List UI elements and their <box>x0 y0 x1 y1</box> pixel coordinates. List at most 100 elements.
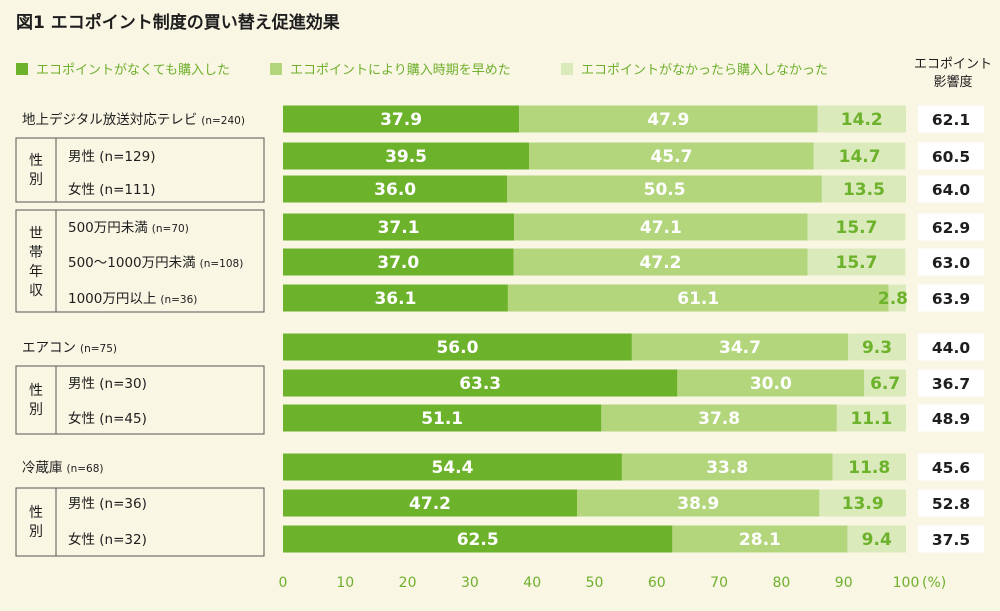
row-label: 地上デジタル放送対応テレビ (n=240) <box>22 111 245 128</box>
impact-cell <box>918 333 984 361</box>
bar-segment <box>513 248 808 276</box>
row-label-n: (n=68) <box>67 463 104 475</box>
impact-value: 36.7 <box>932 375 970 393</box>
row-label-text: エアコン <box>22 340 76 356</box>
bar-value-label: 61.1 <box>677 289 719 309</box>
x-axis-unit: (%) <box>922 575 946 591</box>
bar-segment <box>283 142 530 170</box>
x-tick-label: 30 <box>461 575 479 591</box>
x-tick-label: 60 <box>648 575 666 591</box>
x-tick-label: 100 <box>893 575 920 591</box>
bar-segment <box>864 369 906 397</box>
row-label-text: 1000万円以上 <box>68 291 156 307</box>
impact-value: 63.0 <box>932 254 970 272</box>
bar-segment <box>529 142 814 170</box>
row-label-text: 地上デジタル放送対応テレビ <box>22 111 197 128</box>
bar-value-label: 37.8 <box>698 409 740 429</box>
bar-segment <box>283 248 514 276</box>
row-label: 冷蔵庫 (n=68) <box>22 460 104 476</box>
bar-segment <box>283 213 515 241</box>
bar-value-label: 9.4 <box>862 530 892 550</box>
row-label-n: (n=75) <box>80 343 117 355</box>
impact-value: 48.9 <box>932 410 970 428</box>
bar-segment <box>601 404 837 432</box>
impact-value: 63.9 <box>932 290 970 308</box>
impact-value: 62.9 <box>932 219 970 237</box>
impact-cell <box>918 453 984 481</box>
bar-value-label: 13.5 <box>843 180 885 200</box>
legend-label-0: エコポイントがなくても購入した <box>36 63 230 78</box>
group-box-sex-2 <box>15 365 265 435</box>
impact-cell <box>918 369 984 397</box>
bar-value-label: 39.5 <box>385 147 427 167</box>
x-axis: 0 10 20 30 40 50 60 70 80 90 100 (%) <box>279 575 947 591</box>
bar-value-label: 14.7 <box>839 147 881 167</box>
row-label: 女性 (n=45) <box>68 410 147 427</box>
row-label-n: (n=36) <box>160 294 197 306</box>
x-tick-label: 70 <box>710 575 728 591</box>
x-tick-label: 90 <box>835 575 853 591</box>
bar-segment <box>514 213 808 241</box>
bar-value-label: 37.1 <box>378 218 420 238</box>
group-label-char: 帯 <box>29 245 43 261</box>
bar-value-label: 56.0 <box>436 338 478 358</box>
impact-value: 64.0 <box>932 181 970 199</box>
impact-value: 62.1 <box>932 111 970 129</box>
group-label-char: 別 <box>29 172 43 188</box>
row-label: 女性 (n=32) <box>68 531 147 548</box>
x-tick-label: 40 <box>523 575 541 591</box>
bar-segment <box>677 369 865 397</box>
chart-title: 図1 エコポイント制度の買い替え促進効果 <box>16 12 340 33</box>
bar-value-label: 11.8 <box>848 458 890 478</box>
row-label-text: 500万円未満 <box>68 220 148 236</box>
bar-segment <box>283 284 508 312</box>
bar-value-label: 2.8 <box>878 289 908 309</box>
impact-value: 45.6 <box>932 459 970 477</box>
row-label-text: 冷蔵庫 <box>22 460 63 476</box>
group-label-char: 性 <box>29 505 43 521</box>
bar-labels: 37.9 47.9 14.2 39.5 45.7 14.7 36.0 50.5 13.5 37.1… <box>374 110 908 550</box>
bar-value-label: 54.4 <box>431 458 473 478</box>
bar-value-label: 63.3 <box>459 374 501 394</box>
bar-value-label: 51.1 <box>421 409 463 429</box>
group-box-income <box>15 209 265 313</box>
row-label-text: 500～1000万円未満 <box>68 255 196 271</box>
row-label: 男性 (n=129) <box>68 149 155 165</box>
row-label-text: 男性 (n=36) <box>68 496 147 512</box>
legend: エコポイントがなくても購入した エコポイントにより購入時期を早めた エコポイント… <box>16 63 828 78</box>
impact-cell <box>918 105 984 133</box>
group-label-char: 収 <box>29 283 43 299</box>
bar-segment <box>836 404 906 432</box>
x-tick-label: 80 <box>772 575 790 591</box>
bar-segment <box>848 333 906 361</box>
row-label: 1000万円以上 (n=36) <box>68 291 197 307</box>
bar-segment <box>621 453 833 481</box>
group-label-char: 性 <box>29 153 43 169</box>
bar-value-label: 37.9 <box>380 110 422 130</box>
impact-value: 52.8 <box>932 495 970 513</box>
bar-value-label: 13.9 <box>842 494 884 514</box>
bar-value-label: 36.0 <box>374 180 416 200</box>
row-label: 500万円未満 (n=70) <box>68 220 189 236</box>
impact-cell <box>918 213 984 241</box>
bar-segment <box>283 453 622 481</box>
bar-value-label: 9.3 <box>862 338 892 358</box>
bar-segment <box>832 453 906 481</box>
bar-segment <box>888 284 906 312</box>
legend-swatch-2 <box>561 63 573 75</box>
bar-value-label: 45.7 <box>650 147 692 167</box>
bar-segment <box>577 489 820 517</box>
bar-segment <box>813 142 906 170</box>
bar-value-label: 28.1 <box>739 530 781 550</box>
bar-segment <box>847 525 906 553</box>
bar-segment <box>807 248 906 276</box>
row-label-n: (n=70) <box>152 223 189 235</box>
row-label: 500～1000万円未満 (n=108) <box>68 255 243 271</box>
bar-segment <box>283 105 520 133</box>
bar-segment <box>283 369 678 397</box>
bar-segment <box>283 333 632 361</box>
impact-cell <box>918 404 984 432</box>
group-label-char: 世 <box>29 226 43 242</box>
group-label-char: 別 <box>29 524 43 540</box>
impact-value: 60.5 <box>932 148 970 166</box>
